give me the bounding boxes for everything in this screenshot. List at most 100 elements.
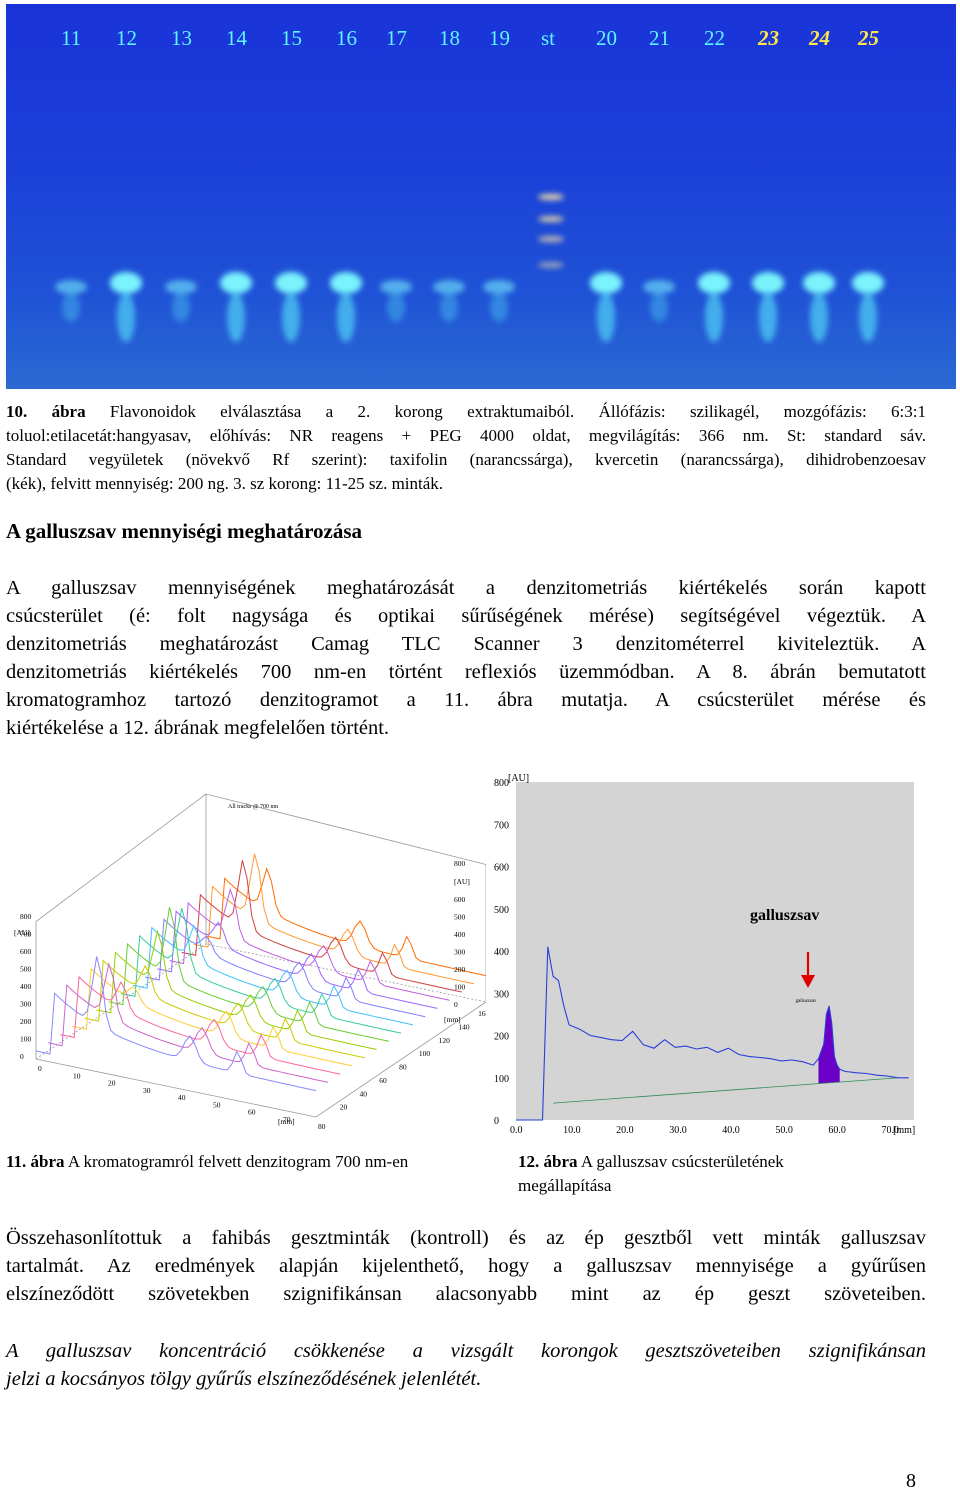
fig12-y-tick: 800 xyxy=(494,778,509,789)
fig12-x-tick: 30.0 xyxy=(669,1125,687,1136)
sample-streak-21 xyxy=(650,292,668,322)
p2-line: tartalmát. Az eredmények alapján kijelen… xyxy=(6,1255,926,1277)
fig11-left-unit: [AU] xyxy=(14,928,30,937)
fig11-x-tick: 70 xyxy=(283,1115,291,1124)
fig11-x-tick: 20 xyxy=(108,1079,116,1088)
conclusion-paragraph: Összehasonlítottuk a fahibás gesztminták… xyxy=(6,1224,926,1308)
lane-label-17: 17 xyxy=(386,26,407,50)
figure12-caption: 12. ábra A galluszsav csúcsterületének m… xyxy=(518,1150,784,1198)
p2-line: elszíneződött szövetekben szignifikánsan… xyxy=(6,1283,926,1305)
standard-spot xyxy=(538,236,564,242)
fig11-left-tick: 300 xyxy=(20,1000,32,1009)
densitogram-track xyxy=(145,918,426,1018)
p1-line: denzitometriás meghatározást Camag TLC S… xyxy=(6,633,926,655)
figure10-line3: Standard vegyületek (növekvő Rf szerint)… xyxy=(6,450,926,469)
lane-label-14: 14 xyxy=(226,26,247,50)
fig12-x-tick: 0.0 xyxy=(510,1125,523,1136)
fig11-right-tick: 800 xyxy=(454,859,466,868)
fig11-z-tick: 100 xyxy=(419,1049,431,1058)
fig12-y-tick: 0 xyxy=(494,1116,499,1127)
sample-spot-21 xyxy=(643,280,675,294)
figure11-text: A kromatogramról felvett denzitogram 700… xyxy=(67,1152,409,1171)
lane-label-20: 20 xyxy=(596,26,617,50)
fig11-right-tick: 0 xyxy=(454,1000,458,1009)
sample-spot-13 xyxy=(165,280,197,294)
p1-line: csúcsterület (é: folt nagysága és optika… xyxy=(6,605,926,627)
sample-streak-18 xyxy=(440,292,458,322)
sample-spot-25 xyxy=(852,272,884,294)
fig12-x-tick: 40.0 xyxy=(722,1125,740,1136)
fig11-z-tick: 80 xyxy=(399,1063,407,1072)
fig12-x-tick: 70.0 xyxy=(881,1125,899,1136)
fig11-x-tick: 80 xyxy=(318,1122,326,1131)
x-unit-label: [mm] xyxy=(893,1125,915,1136)
fig11-x-tick: 10 xyxy=(73,1071,81,1080)
sample-spot-11 xyxy=(55,280,87,294)
fig11-right-unit: [AU] xyxy=(454,877,470,886)
sample-spot-20 xyxy=(590,272,622,294)
p1-line: denzitometriás kiértékelés 700 nm-en tör… xyxy=(6,661,926,683)
galluszsav-annotation: galluszsav xyxy=(750,907,819,924)
fig11-title: All tracks @ 700 nm xyxy=(228,804,279,810)
lane-label-15: 15 xyxy=(281,26,302,50)
fig11-left-tick: 400 xyxy=(20,982,32,991)
densitogram-track xyxy=(193,853,475,985)
section-paragraph: A galluszsav mennyiségének meghatározásá… xyxy=(6,574,926,742)
sample-streak-11 xyxy=(62,292,80,322)
fig12-y-tick: 400 xyxy=(494,947,509,958)
fig11-left-tick: 200 xyxy=(20,1017,32,1026)
fig12-x-tick: 60.0 xyxy=(828,1125,846,1136)
fig11-x-unit: [mm] xyxy=(278,1117,295,1126)
lane-label-23: 23 xyxy=(758,26,779,50)
fig12-y-tick: 300 xyxy=(494,989,509,1000)
section-heading: A galluszsav mennyiségi meghatározása xyxy=(6,519,363,543)
lane-label-18: 18 xyxy=(439,26,460,50)
fig11-right-tick: 500 xyxy=(454,913,466,922)
densitogram-track xyxy=(96,929,377,1050)
tlc-plate-photo: 11 12 13 14 15 16 17 18 19 st 20 21 22 23 24 25 xyxy=(6,4,956,389)
conclusion-italic-paragraph: A galluszsav koncentráció csökkenése a v… xyxy=(6,1337,926,1393)
fig11-left-tick: 100 xyxy=(20,1035,32,1044)
fig11-left-tick: 500 xyxy=(20,965,32,974)
fig11-left-tick: 0 xyxy=(20,1052,24,1061)
fig11-left-tick: 700 xyxy=(20,930,32,939)
figure11-label: 11. ábra xyxy=(6,1152,65,1171)
lane-label-st: st xyxy=(541,26,556,50)
y-unit-label: [AU] xyxy=(508,773,529,784)
sample-spot-15 xyxy=(275,272,307,294)
densitogram-track xyxy=(205,867,486,977)
lane-label-11: 11 xyxy=(61,26,82,50)
densitogram-track xyxy=(181,860,462,993)
fig12-y-tick: 100 xyxy=(494,1074,509,1085)
sample-streak-19 xyxy=(490,292,508,322)
standard-spot xyxy=(538,216,564,222)
fig11-z-tick: 120 xyxy=(439,1036,451,1045)
figure12-label: 12. ábra xyxy=(518,1152,578,1171)
p1-line: kromatogramhoz tartozó denzitogramot a 1… xyxy=(6,689,926,711)
lane-label-19: 19 xyxy=(489,26,510,50)
sample-spot-18 xyxy=(433,280,465,294)
figure10-line4: (kék), felvitt mennyiség: 200 ng. 3. sz … xyxy=(6,474,444,493)
sample-spot-24 xyxy=(803,272,835,294)
fig11-left-tick: 600 xyxy=(20,947,32,956)
p1-line: A galluszsav mennyiségének meghatározásá… xyxy=(6,577,926,599)
densitogram-track xyxy=(120,908,402,1034)
fig11-right-tick: 600 xyxy=(454,895,466,904)
sample-streak-14 xyxy=(227,292,245,342)
peak-small-label: galluszsav xyxy=(796,999,817,1004)
plot-area xyxy=(516,782,914,1120)
p3-line: A galluszsav koncentráció csökkenése a v… xyxy=(6,1340,926,1362)
sample-streak-15 xyxy=(282,292,300,342)
densitogram-track xyxy=(108,907,390,1042)
sample-spot-16 xyxy=(330,272,362,294)
sample-streak-13 xyxy=(172,292,190,322)
lane-label-22: 22 xyxy=(704,26,725,50)
fig12-y-tick: 700 xyxy=(494,820,509,831)
sample-spot-14 xyxy=(220,272,252,294)
lane-label-12: 12 xyxy=(116,26,137,50)
fig12-x-tick: 50.0 xyxy=(775,1125,793,1136)
figure10-line1: Flavonoidok elválasztása a 2. korong ext… xyxy=(109,402,927,421)
top-frame xyxy=(35,793,486,922)
fig11-x-tick: 30 xyxy=(143,1086,151,1095)
densitogram-track xyxy=(60,975,341,1075)
